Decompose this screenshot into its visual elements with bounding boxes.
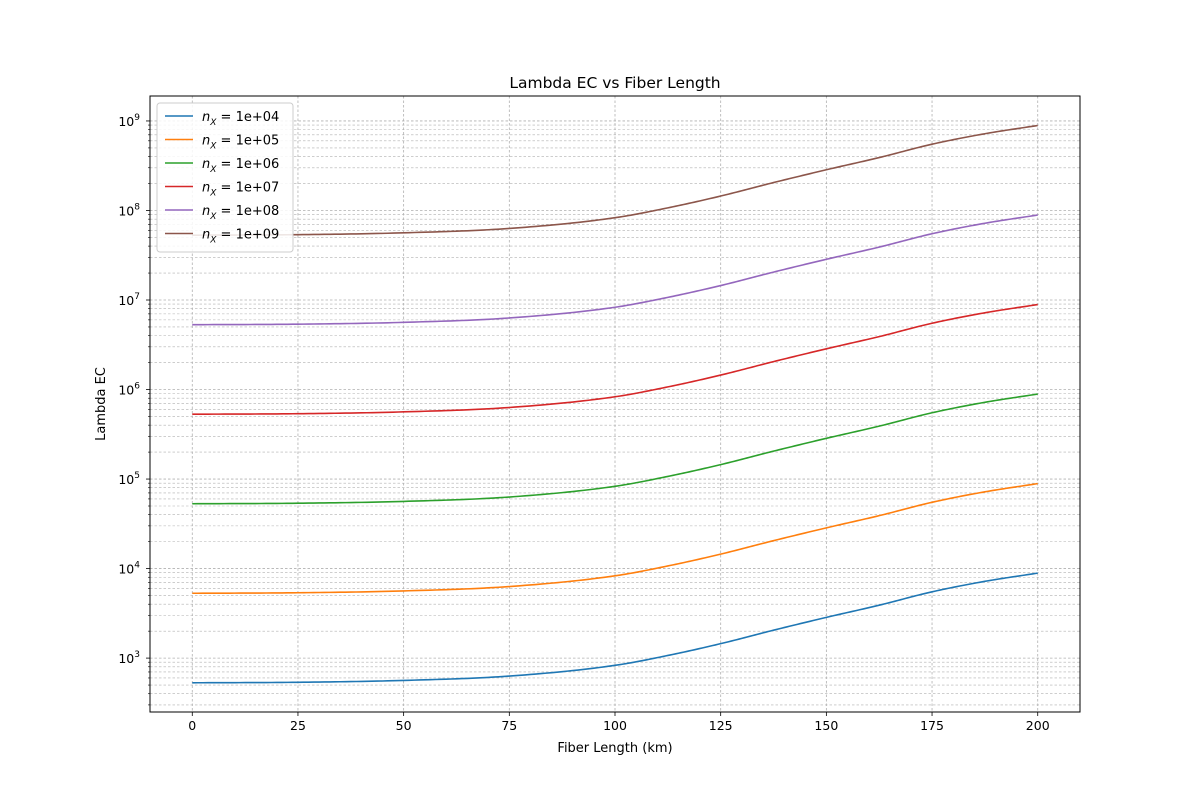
series-line-2 <box>192 482 1038 595</box>
x-tick-label: 50 <box>396 718 412 733</box>
series-line-3 <box>192 393 1038 505</box>
y-tick-label: 108 <box>118 202 140 218</box>
x-tick-label: 150 <box>814 718 838 733</box>
y-tick-label: 109 <box>118 113 140 129</box>
y-tick-label: 103 <box>118 650 140 666</box>
y-tick-label: 106 <box>118 382 140 398</box>
series-line-6 <box>192 124 1038 236</box>
series-lines <box>192 124 1038 684</box>
y-tick-label: 104 <box>118 561 140 577</box>
legend-label: nX = 1e+07 <box>202 181 279 199</box>
x-tick-label: 0 <box>188 718 196 733</box>
legend-label: nX = 1e+08 <box>202 204 279 222</box>
y-tick-label: 107 <box>118 292 140 308</box>
x-tick-label: 75 <box>501 718 517 733</box>
y-axis-label: Lambda EC <box>94 367 109 441</box>
x-axis-ticks: 0 25 50 75 100 125 150 175 200 <box>188 712 1050 733</box>
x-tick-label: 200 <box>1026 718 1050 733</box>
y-axis-ticks: 103 104 105 106 107 108 109 <box>118 113 150 706</box>
chart-title: Lambda EC vs Fiber Length <box>509 74 720 92</box>
y-tick-label: 105 <box>118 471 140 487</box>
legend-label: nX = 1e+04 <box>202 110 279 128</box>
x-tick-label: 25 <box>290 718 306 733</box>
series-line-4 <box>192 303 1038 416</box>
x-axis-label: Fiber Length (km) <box>557 741 672 756</box>
x-tick-label: 175 <box>920 718 944 733</box>
legend-label: nX = 1e+09 <box>202 228 279 246</box>
series-line-1 <box>192 572 1038 684</box>
x-tick-label: 125 <box>709 718 733 733</box>
legend-label: nX = 1e+06 <box>202 157 279 175</box>
series-line-5 <box>192 214 1038 326</box>
legend: nX = 1e+04 nX = 1e+05 nX = 1e+06 nX = 1e+07… <box>156 102 294 253</box>
x-tick-label: 100 <box>603 718 627 733</box>
legend-label: nX = 1e+05 <box>202 134 279 152</box>
major-grid <box>150 96 1080 712</box>
